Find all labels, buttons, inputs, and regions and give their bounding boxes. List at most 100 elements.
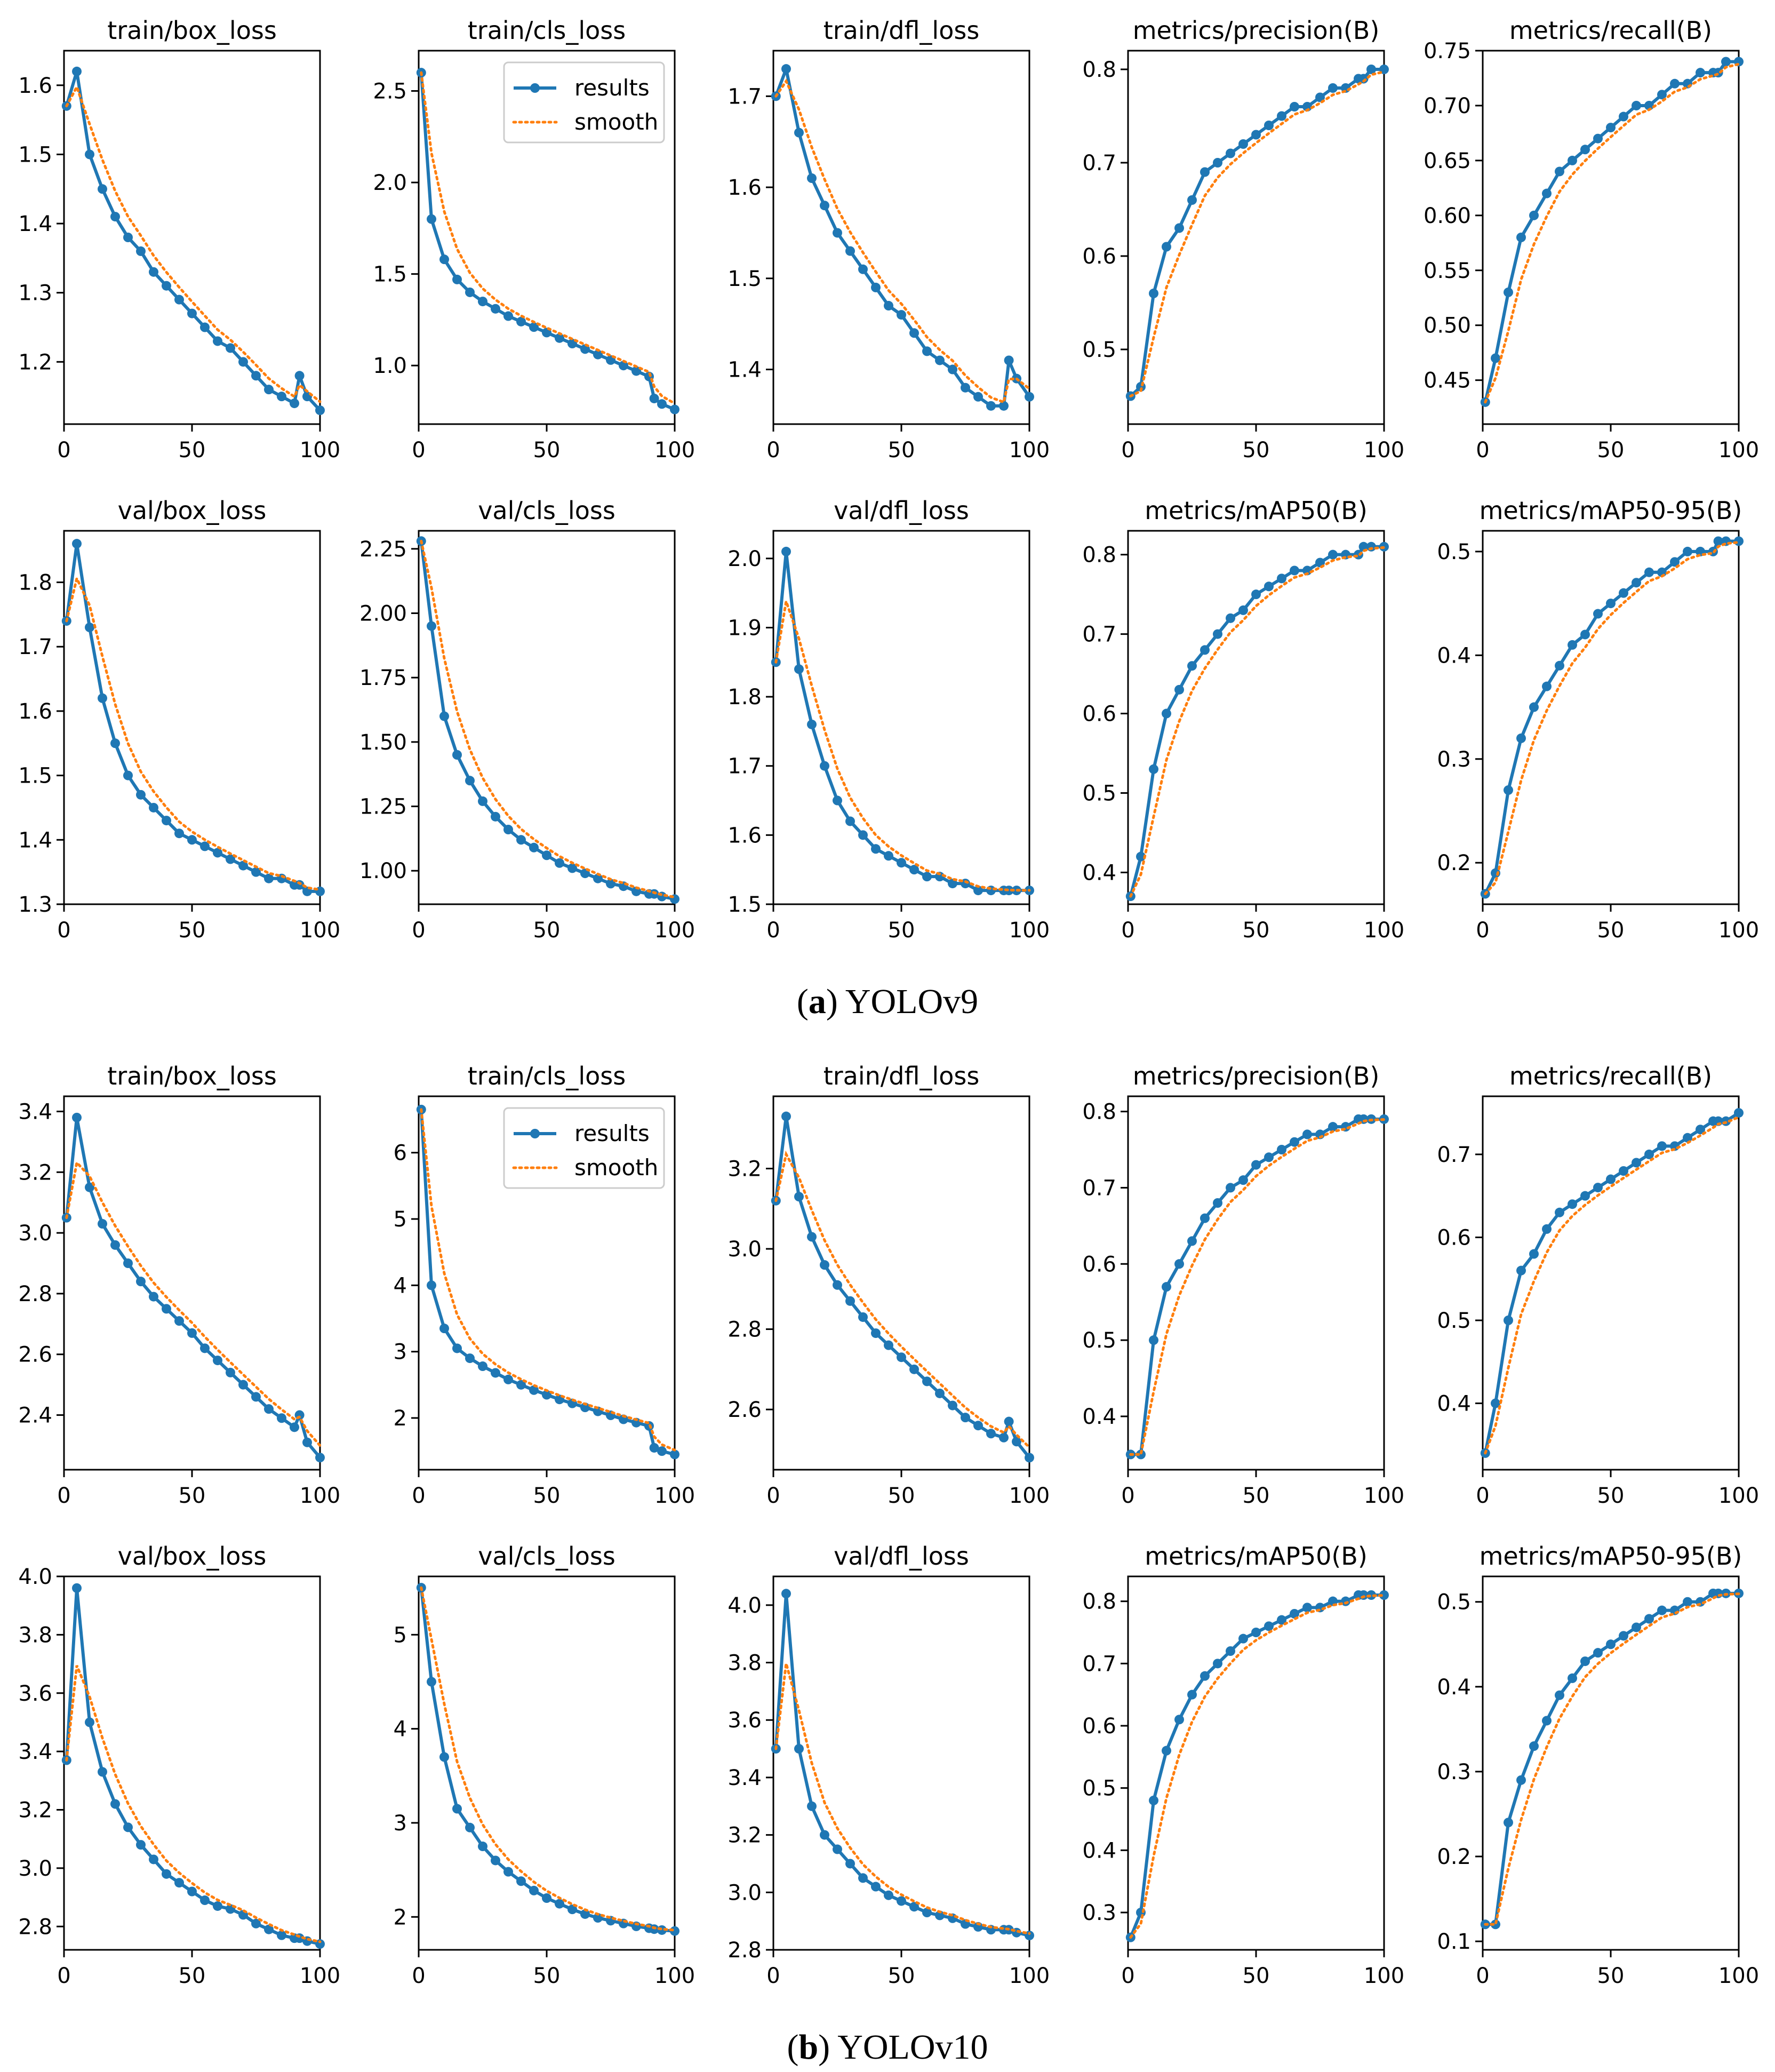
- results-point: [478, 1361, 487, 1372]
- results-point: [1657, 90, 1667, 100]
- subplot-8: val/dfl_loss 0 50 100 1.5 1.6 1.7 1.8 1.9 2.0: [727, 496, 1050, 943]
- x-tick-label: 50: [533, 438, 561, 463]
- results-point: [999, 401, 1009, 411]
- y-tick-label: 3.2: [727, 1157, 762, 1181]
- y-tick-label: 5: [394, 1623, 407, 1647]
- results-point: [542, 1390, 551, 1400]
- results-point: [1683, 1597, 1692, 1607]
- results-point: [948, 879, 957, 889]
- results-point: [649, 393, 659, 403]
- results-point: [251, 867, 261, 877]
- subplot-title: train/dfl_loss: [823, 1062, 980, 1090]
- results-point: [1632, 1158, 1641, 1168]
- results-point: [1580, 1191, 1590, 1201]
- results-point: [1264, 1621, 1274, 1631]
- results-point: [781, 1589, 791, 1599]
- results-point: [1162, 1746, 1171, 1756]
- results-point: [1328, 1122, 1338, 1132]
- results-point: [1619, 1166, 1628, 1176]
- x-tick-label: 50: [533, 1964, 561, 1988]
- y-tick-label: 0.5: [1437, 1590, 1471, 1615]
- x-tick-label: 50: [179, 918, 206, 943]
- y-tick-label: 1.2: [18, 350, 52, 374]
- results-point: [1580, 629, 1590, 640]
- results-line: [1129, 1593, 1384, 1938]
- y-tick-label: 2.6: [727, 1398, 762, 1422]
- results-point: [858, 1873, 868, 1883]
- results-point: [1619, 588, 1628, 598]
- results-point: [909, 1902, 919, 1912]
- results-point: [1619, 111, 1628, 122]
- results-point: [580, 1402, 590, 1413]
- plot-frame: [1127, 1575, 1385, 1951]
- results-point: [1238, 605, 1248, 615]
- subplot-title: train/box_loss: [107, 1062, 277, 1090]
- subplot-title: train/dfl_loss: [823, 16, 980, 45]
- subplot-title: val/cls_loss: [478, 496, 615, 525]
- smooth-line: [1484, 62, 1740, 404]
- y-tick-label: 1.25: [359, 795, 407, 819]
- results-point: [922, 1908, 932, 1917]
- y-tick-label: 3.0: [727, 1880, 762, 1905]
- results-point: [986, 401, 996, 411]
- results-point: [149, 802, 158, 812]
- results-point: [85, 149, 94, 160]
- results-point: [1593, 609, 1603, 619]
- results-point: [1632, 1622, 1641, 1632]
- results-point: [909, 865, 919, 875]
- results-point: [1213, 1198, 1222, 1208]
- legend-smooth-label: smooth: [574, 1154, 658, 1181]
- results-point: [1606, 599, 1616, 609]
- results-point: [1149, 764, 1158, 774]
- results-point: [845, 1296, 855, 1306]
- y-tick-label: 1.6: [727, 176, 762, 200]
- y-tick-label: 0.8: [1082, 1100, 1116, 1125]
- x-tick-label: 100: [1718, 1964, 1759, 1988]
- y-tick-label: 2.25: [359, 537, 407, 562]
- y-tick-label: 1.3: [18, 281, 52, 306]
- results-point: [1315, 92, 1325, 102]
- y-tick-label: 3.0: [727, 1237, 762, 1262]
- x-tick-label: 0: [1121, 438, 1134, 463]
- results-point: [833, 1280, 842, 1290]
- results-point: [238, 1380, 248, 1390]
- results-point: [1213, 629, 1222, 639]
- results-point: [593, 349, 603, 360]
- results-point: [935, 1910, 945, 1920]
- results-point: [1187, 1690, 1197, 1700]
- y-tick-label: 2.0: [373, 171, 407, 195]
- results-point: [1568, 155, 1577, 165]
- results-point: [1644, 1149, 1654, 1159]
- results-point: [136, 790, 146, 800]
- results-point: [294, 1410, 305, 1420]
- results-point: [1683, 546, 1692, 556]
- y-tick-label: 3.2: [18, 1160, 52, 1185]
- results-point: [264, 1404, 274, 1414]
- y-tick-label: 1.4: [18, 212, 52, 236]
- results-point: [123, 770, 133, 780]
- smooth-line: [774, 78, 1031, 404]
- y-tick-label: 1.5: [18, 142, 52, 167]
- y-tick-label: 3.0: [18, 1856, 52, 1881]
- results-point: [302, 1437, 312, 1447]
- results-point: [1302, 565, 1312, 576]
- results-point: [226, 854, 235, 864]
- y-tick-label: 2.8: [727, 1318, 762, 1342]
- y-tick-label: 0.8: [1082, 543, 1116, 568]
- y-tick-label: 2.8: [727, 1938, 762, 1963]
- results-point: [213, 848, 222, 858]
- results-point: [1290, 1609, 1299, 1619]
- caption-a: (a) YOLOv9: [796, 982, 979, 1021]
- subplot-16: val/box_loss 0 50 100 2.8 3.0 3.2 3.4 3.6 3.8 4.0: [18, 1542, 340, 1988]
- x-tick-label: 100: [654, 918, 695, 943]
- results-point: [781, 546, 791, 556]
- y-tick-label: 0.4: [1082, 1838, 1116, 1863]
- results-point: [1213, 158, 1222, 168]
- subplot-title: val/box_loss: [118, 1542, 267, 1571]
- results-point: [948, 364, 957, 374]
- x-tick-label: 0: [412, 438, 425, 463]
- results-point: [1734, 1108, 1744, 1118]
- results-line: [65, 1115, 322, 1459]
- results-point: [858, 830, 868, 840]
- results-point: [1149, 1335, 1158, 1345]
